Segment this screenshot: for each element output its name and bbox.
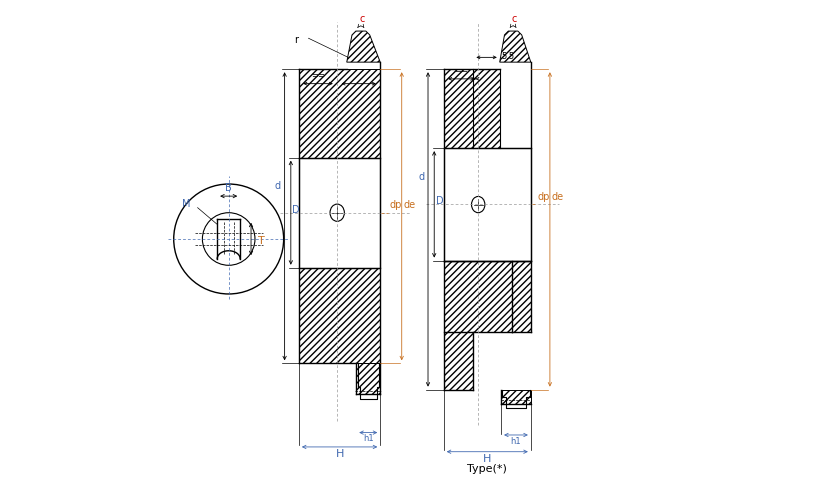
Text: H: H: [483, 454, 492, 464]
Bar: [511, 261, 531, 332]
Bar: [444, 69, 473, 148]
Bar: [473, 69, 500, 148]
Text: ==: ==: [311, 71, 325, 80]
Text: h1: h1: [363, 434, 373, 443]
Text: c: c: [511, 14, 517, 24]
Text: de: de: [551, 192, 563, 202]
Text: ==: ==: [454, 66, 468, 75]
Bar: [356, 363, 380, 394]
Bar: [299, 69, 380, 158]
Text: B: B: [225, 183, 232, 193]
Text: d: d: [418, 173, 424, 183]
Text: de: de: [403, 200, 415, 210]
Text: c: c: [359, 14, 364, 24]
Text: dp: dp: [389, 200, 402, 210]
Text: h1: h1: [511, 436, 521, 445]
Text: dp: dp: [538, 192, 550, 202]
Text: M: M: [182, 199, 190, 209]
Bar: [444, 148, 531, 261]
Text: r: r: [294, 35, 298, 45]
Text: T: T: [258, 236, 264, 246]
Text: Type(*): Type(*): [467, 464, 507, 474]
Bar: [299, 158, 380, 268]
Bar: [444, 261, 511, 332]
Text: H: H: [336, 449, 344, 459]
Text: 5.5: 5.5: [502, 52, 515, 61]
Text: D: D: [292, 205, 300, 215]
Bar: [501, 390, 531, 404]
Text: D: D: [436, 196, 443, 206]
Text: d: d: [275, 181, 280, 191]
Bar: [299, 268, 380, 363]
Bar: [444, 332, 473, 390]
